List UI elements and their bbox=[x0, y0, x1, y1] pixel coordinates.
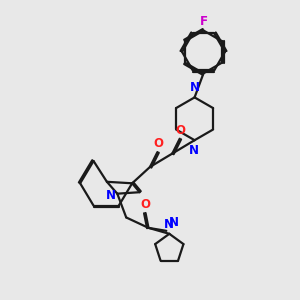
Text: O: O bbox=[140, 198, 151, 211]
Text: O: O bbox=[153, 137, 163, 150]
Text: O: O bbox=[175, 124, 185, 136]
Text: N: N bbox=[164, 218, 174, 231]
Text: N: N bbox=[106, 189, 116, 202]
Text: N: N bbox=[190, 81, 200, 94]
Text: N: N bbox=[169, 216, 179, 229]
Text: N: N bbox=[189, 144, 199, 157]
Text: F: F bbox=[200, 14, 208, 28]
